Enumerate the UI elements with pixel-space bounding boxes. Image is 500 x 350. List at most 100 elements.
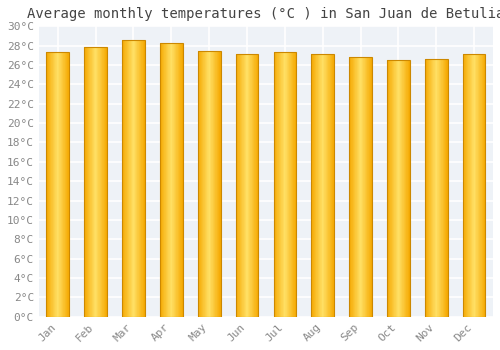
Bar bbox=[481, 54, 482, 317]
Bar bbox=[429, 59, 430, 317]
Bar bbox=[324, 54, 325, 317]
Bar bbox=[134, 40, 135, 317]
Bar bbox=[94, 47, 95, 317]
Bar bbox=[441, 59, 442, 317]
Bar bbox=[433, 59, 434, 317]
Bar bbox=[472, 54, 473, 317]
Bar bbox=[355, 57, 356, 317]
Bar bbox=[290, 52, 291, 317]
Bar bbox=[64, 52, 65, 317]
Bar bbox=[474, 54, 476, 317]
Bar bbox=[362, 57, 363, 317]
Bar bbox=[68, 52, 69, 317]
Bar bbox=[160, 43, 161, 317]
Bar bbox=[241, 54, 242, 317]
Bar bbox=[480, 54, 481, 317]
Bar bbox=[328, 54, 329, 317]
Bar bbox=[366, 57, 367, 317]
Bar bbox=[286, 52, 287, 317]
Bar bbox=[56, 52, 57, 317]
Bar bbox=[443, 59, 444, 317]
Bar bbox=[202, 51, 203, 317]
Bar bbox=[332, 54, 333, 317]
Bar bbox=[440, 59, 441, 317]
Bar bbox=[368, 57, 369, 317]
Bar bbox=[61, 52, 62, 317]
Bar bbox=[102, 47, 103, 317]
Bar bbox=[201, 51, 202, 317]
Bar bbox=[209, 51, 210, 317]
Bar bbox=[161, 43, 162, 317]
Bar bbox=[247, 54, 248, 317]
Bar bbox=[284, 52, 285, 317]
Bar bbox=[240, 54, 241, 317]
Bar bbox=[205, 51, 206, 317]
Bar bbox=[213, 51, 214, 317]
Bar bbox=[250, 54, 251, 317]
Bar bbox=[131, 40, 132, 317]
Bar bbox=[236, 54, 258, 317]
Bar bbox=[369, 57, 370, 317]
Bar bbox=[219, 51, 220, 317]
Bar bbox=[353, 57, 354, 317]
Bar bbox=[274, 52, 275, 317]
Bar bbox=[329, 54, 330, 317]
Bar bbox=[85, 47, 86, 317]
Bar bbox=[398, 60, 399, 317]
Bar bbox=[388, 60, 389, 317]
Bar bbox=[95, 47, 96, 317]
Bar bbox=[60, 52, 61, 317]
Bar bbox=[257, 54, 258, 317]
Bar bbox=[252, 54, 253, 317]
Bar bbox=[49, 52, 50, 317]
Bar bbox=[349, 57, 372, 317]
Bar bbox=[435, 59, 436, 317]
Bar bbox=[442, 59, 443, 317]
Bar bbox=[123, 40, 124, 317]
Bar bbox=[46, 52, 69, 317]
Bar bbox=[331, 54, 332, 317]
Bar bbox=[394, 60, 395, 317]
Bar bbox=[208, 51, 209, 317]
Bar bbox=[436, 59, 437, 317]
Bar bbox=[360, 57, 361, 317]
Bar bbox=[130, 40, 131, 317]
Bar bbox=[432, 59, 433, 317]
Bar bbox=[468, 54, 469, 317]
Bar bbox=[50, 52, 51, 317]
Bar bbox=[170, 43, 172, 317]
Bar bbox=[350, 57, 351, 317]
Bar bbox=[237, 54, 238, 317]
Bar bbox=[356, 57, 357, 317]
Bar bbox=[349, 57, 350, 317]
Bar bbox=[136, 40, 137, 317]
Bar bbox=[218, 51, 219, 317]
Bar bbox=[91, 47, 92, 317]
Bar bbox=[277, 52, 278, 317]
Bar bbox=[400, 60, 402, 317]
Bar bbox=[478, 54, 479, 317]
Bar bbox=[87, 47, 88, 317]
Bar bbox=[359, 57, 360, 317]
Bar bbox=[129, 40, 130, 317]
Bar bbox=[164, 43, 165, 317]
Bar bbox=[248, 54, 250, 317]
Bar bbox=[204, 51, 205, 317]
Bar bbox=[363, 57, 364, 317]
Bar bbox=[465, 54, 466, 317]
Bar bbox=[55, 52, 56, 317]
Bar bbox=[215, 51, 216, 317]
Bar bbox=[318, 54, 320, 317]
Bar bbox=[312, 54, 334, 317]
Bar bbox=[370, 57, 371, 317]
Bar bbox=[354, 57, 355, 317]
Bar bbox=[479, 54, 480, 317]
Bar bbox=[476, 54, 477, 317]
Bar bbox=[238, 54, 239, 317]
Bar bbox=[405, 60, 406, 317]
Bar bbox=[246, 54, 247, 317]
Bar bbox=[180, 43, 181, 317]
Bar bbox=[126, 40, 127, 317]
Bar bbox=[59, 52, 60, 317]
Bar bbox=[236, 54, 237, 317]
